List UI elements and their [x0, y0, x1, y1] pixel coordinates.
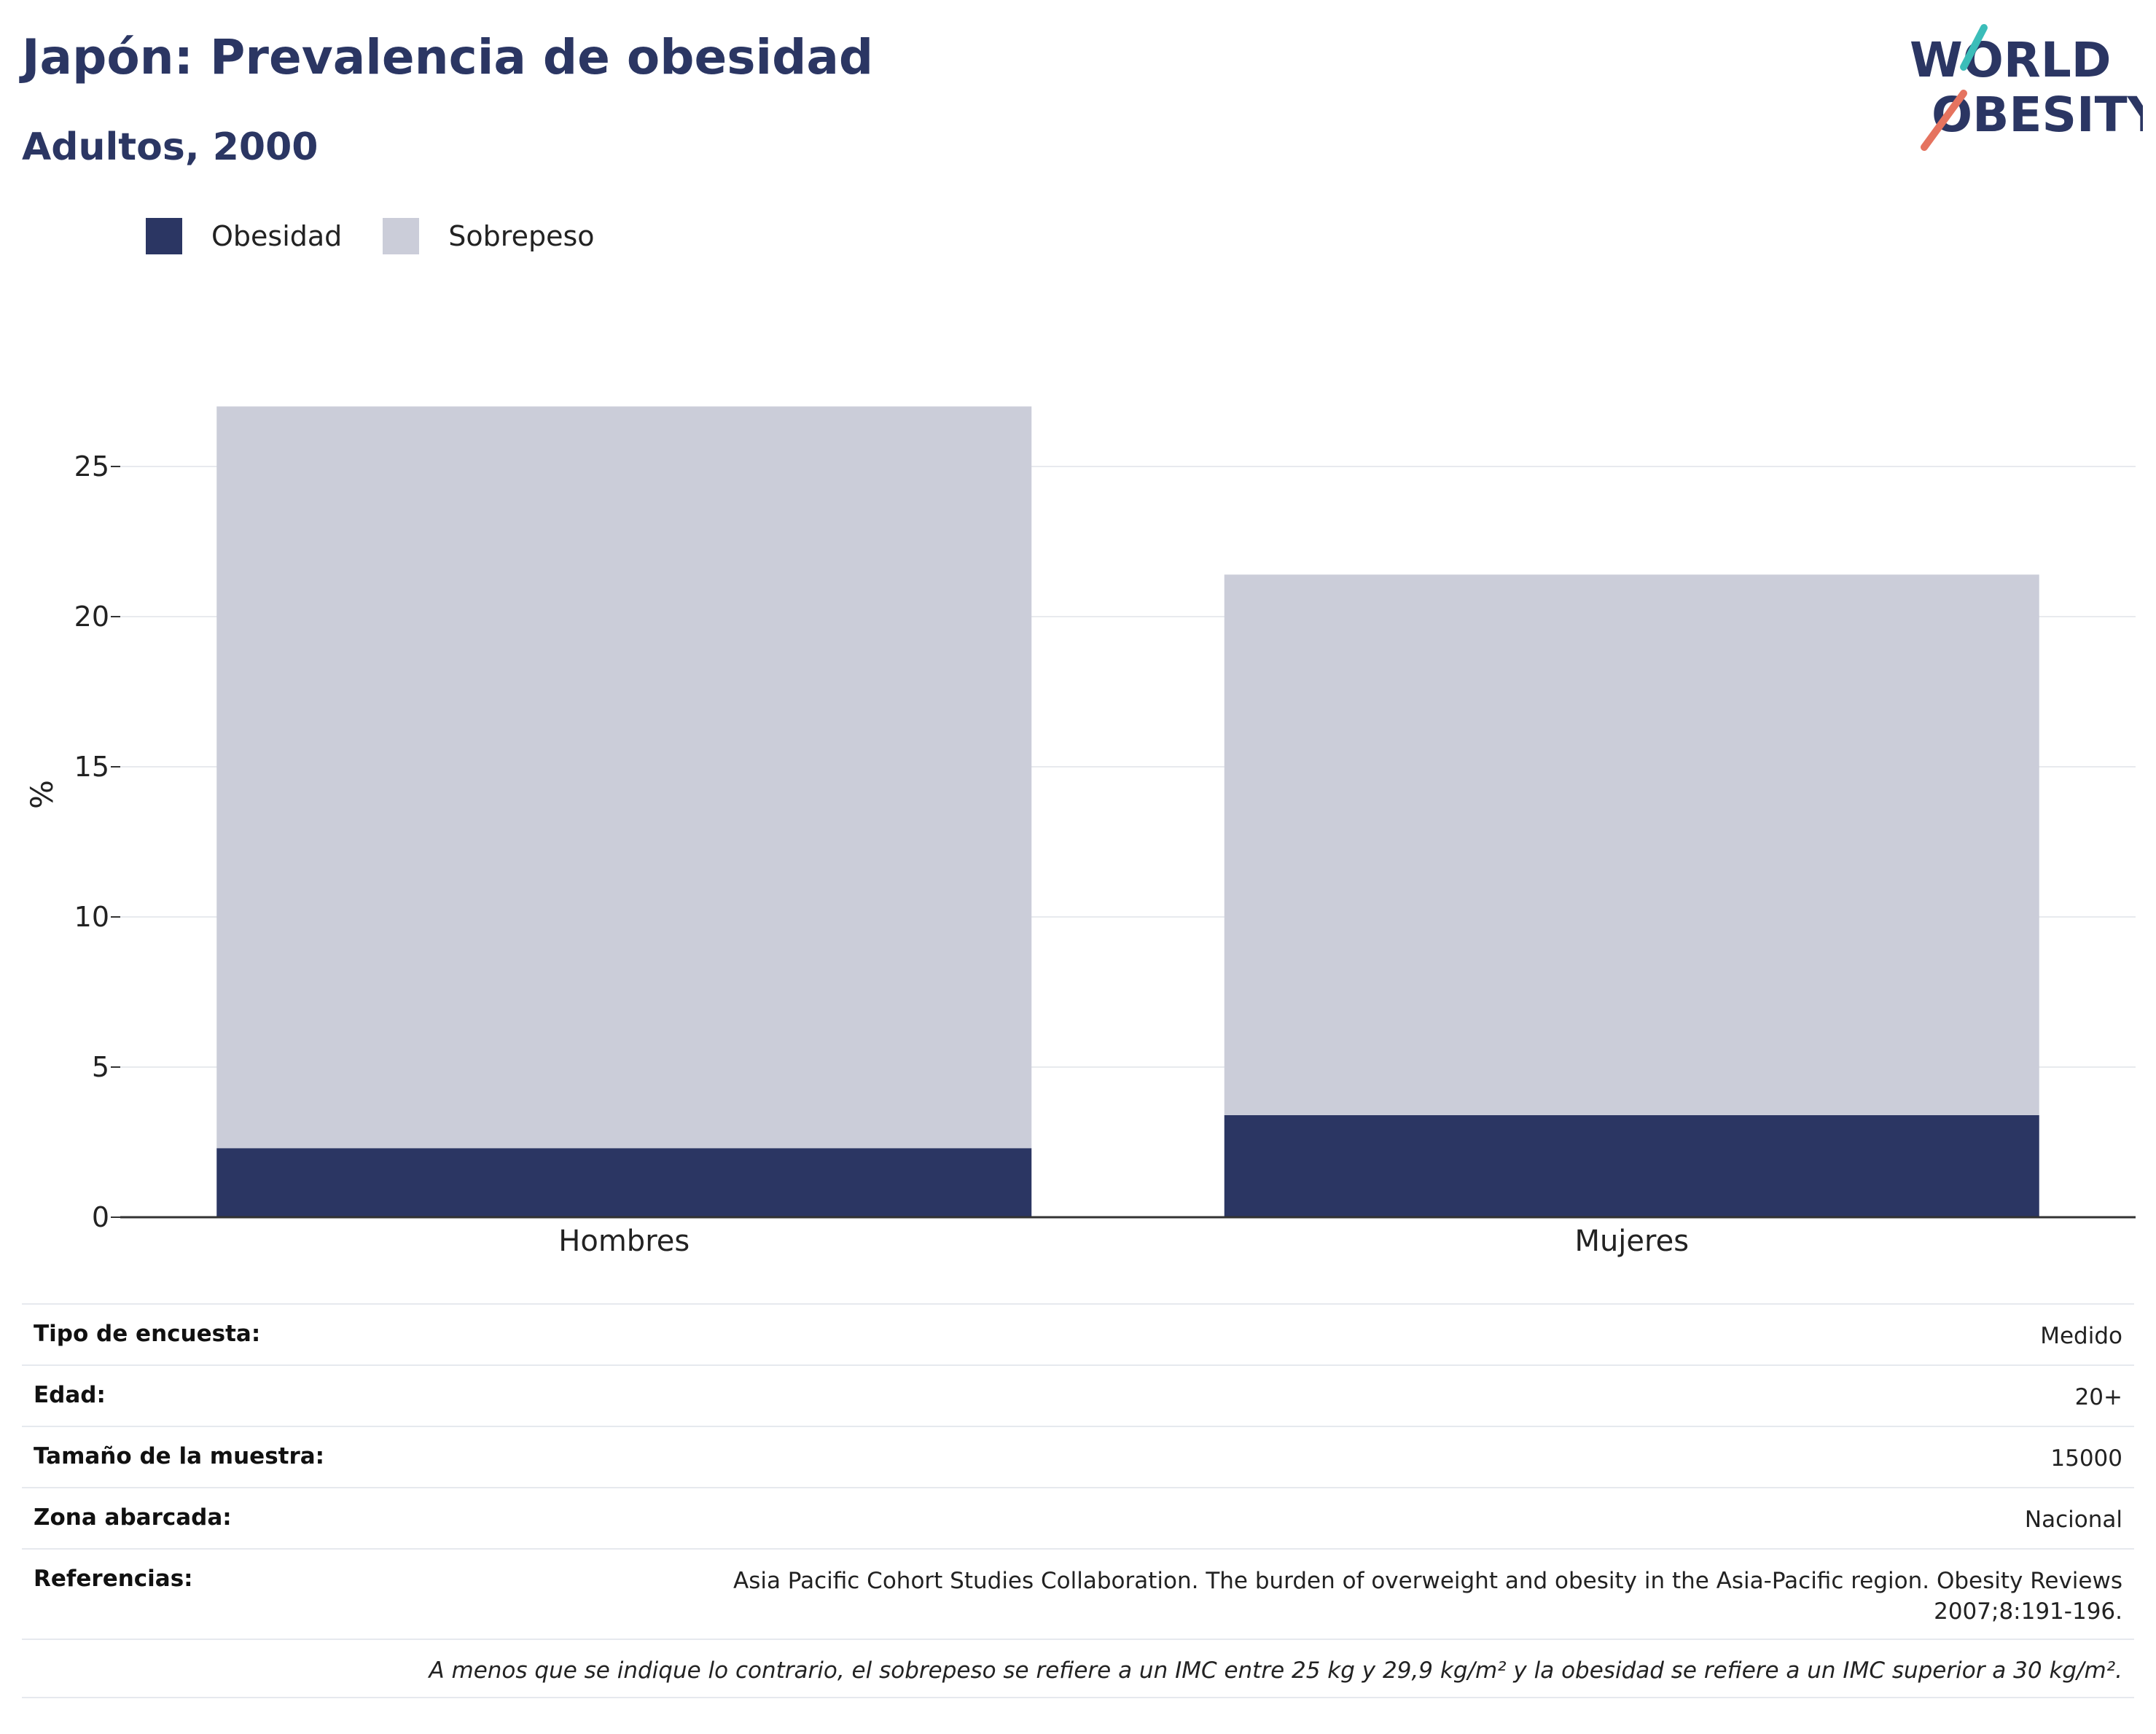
details-label: Zona abarcada: [34, 1504, 232, 1531]
survey-details-table: Tipo de encuesta: Medido Edad: 20+ Tamaño de… [22, 1303, 2134, 1698]
details-row: Edad: 20+ [22, 1364, 2134, 1426]
x-category-label: Hombres [558, 1225, 690, 1258]
chart-title: Japón: Prevalencia de obesidad [22, 29, 874, 85]
details-value: Nacional [2024, 1507, 2122, 1533]
bar-sobrepeso-mujeres[interactable] [1224, 574, 2039, 1115]
y-axis-title: % [24, 780, 60, 809]
details-row: Tamaño de la muestra: 15000 [22, 1426, 2134, 1487]
logo-slash-teal [1960, 24, 1988, 71]
details-label: Tamaño de la muestra: [34, 1443, 325, 1469]
details-row: Zona abarcada: Nacional [22, 1487, 2134, 1548]
y-tick-label: 5 [92, 1051, 109, 1083]
details-label: Tipo de encuesta: [34, 1321, 261, 1347]
details-value: Medido [2040, 1323, 2122, 1349]
details-label: Edad: [34, 1382, 106, 1408]
details-label: Referencias: [34, 1566, 193, 1592]
details-value: 15000 [2050, 1445, 2122, 1472]
y-tick-label: 20 [74, 601, 109, 633]
legend-label-obesidad: Obesidad [211, 220, 343, 252]
details-row: Referencias: Asia Pacific Cohort Studies … [22, 1548, 2134, 1639]
y-tick-label: 25 [74, 450, 109, 483]
y-tick-label: 15 [74, 751, 109, 783]
y-tick-label: 0 [92, 1201, 109, 1233]
world-obesity-logo: WORLD OBESITY [1910, 24, 2143, 151]
details-row: Tipo de encuesta: Medido [22, 1303, 2134, 1364]
bar-obesidad-mujeres[interactable] [1224, 1114, 2039, 1217]
y-tick-label: 10 [74, 901, 109, 933]
logo-text-world: WORLD [1910, 32, 2112, 88]
bar-obesidad-hombres[interactable] [216, 1148, 1032, 1217]
logo-slash-coral [1921, 90, 1967, 151]
legend-label-sobrepeso: Sobrepeso [448, 220, 595, 252]
bar-sobrepeso-hombres[interactable] [216, 406, 1032, 1149]
details-value: 20+ [2074, 1384, 2122, 1410]
stacked-bar-chart: % 0 5 10 15 20 25 Hombres Mujeres [24, 406, 2136, 1258]
definition-note: A menos que se indique lo contrario, el … [22, 1639, 2134, 1698]
legend-item-obesidad[interactable]: Obesidad [146, 218, 342, 254]
legend-item-sobrepeso[interactable]: Sobrepeso [383, 218, 595, 254]
chart-legend: Obesidad Sobrepeso [146, 216, 636, 257]
details-value: Asia Pacific Cohort Studies Collaboratio… [733, 1568, 2122, 1625]
x-category-label: Mujeres [1574, 1225, 1689, 1258]
legend-swatch-obesidad [146, 218, 182, 254]
legend-swatch-sobrepeso [383, 218, 420, 254]
logo-text-obesity: OBESITY [1932, 87, 2143, 143]
chart-subtitle: Adultos, 2000 [22, 125, 319, 169]
